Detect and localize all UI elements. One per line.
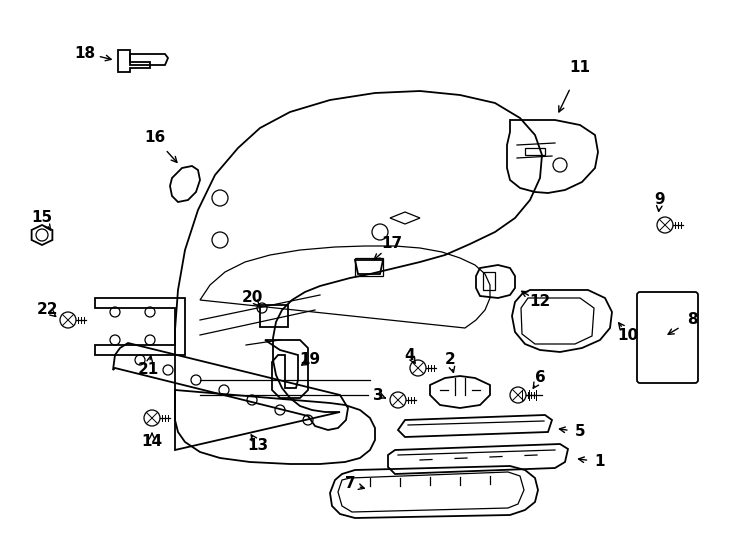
Text: 11: 11 [570, 60, 590, 76]
Text: 2: 2 [445, 353, 455, 368]
Bar [355, 258, 383, 276]
Text: 10: 10 [617, 327, 639, 342]
Text: 19: 19 [299, 353, 321, 368]
Text: 8: 8 [687, 313, 697, 327]
Text: 16: 16 [145, 131, 166, 145]
Text: 4: 4 [404, 348, 415, 362]
Text: 3: 3 [373, 388, 383, 402]
Text: 15: 15 [32, 211, 53, 226]
Text: 12: 12 [529, 294, 550, 309]
Text: 5: 5 [575, 424, 585, 440]
Text: 20: 20 [241, 291, 263, 306]
Text: 14: 14 [142, 435, 162, 449]
Text: 13: 13 [247, 437, 269, 453]
Text: 22: 22 [37, 302, 59, 318]
Text: 9: 9 [655, 192, 665, 207]
Bar [260, 305, 288, 327]
Text: 6: 6 [534, 370, 545, 386]
Text: 18: 18 [74, 45, 95, 60]
Text: 1: 1 [595, 455, 606, 469]
Text: 7: 7 [345, 476, 355, 491]
Text: 21: 21 [137, 362, 159, 377]
Text: 17: 17 [382, 237, 402, 252]
